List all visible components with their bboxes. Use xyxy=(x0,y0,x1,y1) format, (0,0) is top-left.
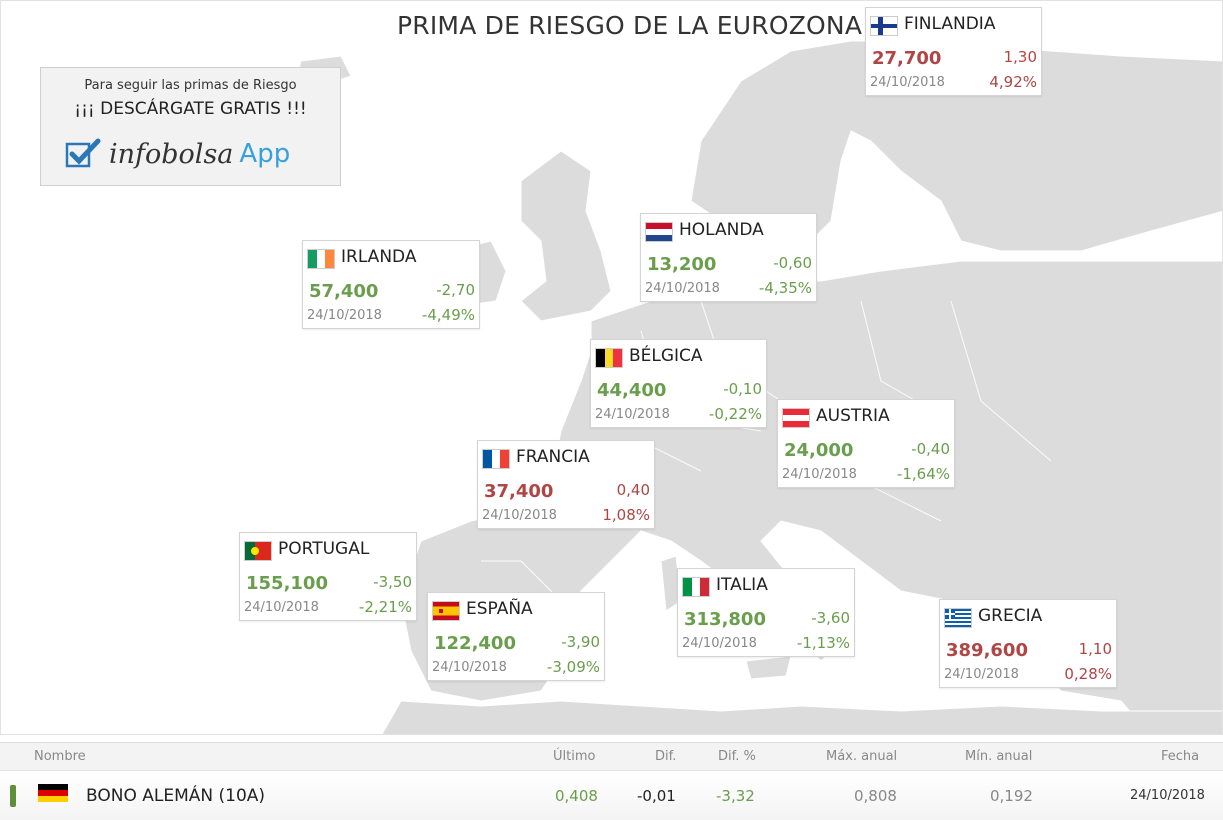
country-date: 24/10/2018 xyxy=(482,508,557,523)
country-change-pct: -4,35% xyxy=(758,279,812,297)
country-card-espana[interactable]: ESPAÑA 122,400 -3,90 24/10/2018 -3,09% xyxy=(427,592,605,681)
bund-table: Nombre Último Dif. Dif. % Máx. anual Mín… xyxy=(0,742,1223,820)
country-change-pct: -1,13% xyxy=(796,634,850,652)
country-date: 24/10/2018 xyxy=(944,667,1019,682)
header-dif-pct[interactable]: Dif. % xyxy=(718,749,756,764)
eurozone-map: PRIMA DE RIESGO DE LA EUROZONA Para segu… xyxy=(0,0,1223,735)
country-card-francia[interactable]: FRANCIA 37,400 0,40 24/10/2018 1,08% xyxy=(477,440,655,529)
greece-flag-icon xyxy=(944,608,972,628)
country-value: 24,000 xyxy=(784,440,854,461)
belgium-flag-icon xyxy=(595,348,623,368)
finland-flag-icon xyxy=(870,16,898,36)
country-name: ESPAÑA xyxy=(466,599,533,619)
spain-flag-icon xyxy=(432,601,460,621)
row-max-anual: 0,808 xyxy=(854,787,897,805)
country-value: 122,400 xyxy=(434,633,516,654)
country-date: 24/10/2018 xyxy=(432,660,507,675)
country-card-portugal[interactable]: PORTUGAL 155,100 -3,50 24/10/2018 -2,21% xyxy=(239,532,417,621)
country-date: 24/10/2018 xyxy=(870,75,945,90)
country-change: -2,70 xyxy=(436,281,475,299)
country-change-pct: 0,28% xyxy=(1064,665,1112,683)
country-name: PORTUGAL xyxy=(278,539,370,559)
row-fecha: 24/10/2018 xyxy=(1130,788,1205,803)
country-name: HOLANDA xyxy=(679,220,764,240)
ireland-flag-icon xyxy=(307,249,335,269)
country-card-belgica[interactable]: BÉLGICA 44,400 -0,10 24/10/2018 -0,22% xyxy=(590,339,767,428)
country-card-irlanda[interactable]: IRLANDA 57,400 -2,70 24/10/2018 -4,49% xyxy=(302,240,480,329)
table-header: Nombre Último Dif. Dif. % Máx. anual Mín… xyxy=(0,742,1223,771)
country-change: -3,50 xyxy=(373,573,412,591)
header-fecha[interactable]: Fecha xyxy=(1161,749,1200,764)
country-card-finlandia[interactable]: FINLANDIA 27,700 1,30 24/10/2018 4,92% xyxy=(865,7,1042,96)
row-trend-marker xyxy=(10,785,16,807)
germany-flag-icon xyxy=(38,784,68,806)
country-name: AUSTRIA xyxy=(816,406,890,426)
country-value: 37,400 xyxy=(484,481,554,502)
country-name: FINLANDIA xyxy=(904,14,996,34)
country-change: 1,30 xyxy=(1003,48,1037,66)
logo-brand-text: infobolsa xyxy=(109,138,234,170)
logo-app-text: App xyxy=(239,139,291,169)
header-nombre[interactable]: Nombre xyxy=(34,749,86,764)
row-nombre[interactable]: BONO ALEMÁN (10A) xyxy=(86,786,266,806)
country-change-pct: -2,21% xyxy=(358,598,412,616)
country-value: 57,400 xyxy=(309,281,379,302)
country-date: 24/10/2018 xyxy=(682,636,757,651)
checkbox-check-icon xyxy=(65,138,101,168)
row-ultimo: 0,408 xyxy=(555,787,598,805)
header-dif[interactable]: Dif. xyxy=(655,749,677,764)
page-title: PRIMA DE RIESGO DE LA EUROZONA xyxy=(397,11,863,40)
infobolsa-logo: infobolsa App xyxy=(65,138,290,170)
country-change-pct: -0,22% xyxy=(708,405,762,423)
country-date: 24/10/2018 xyxy=(782,467,857,482)
country-change: -0,60 xyxy=(773,254,812,272)
country-name: ITALIA xyxy=(716,575,768,595)
country-value: 313,800 xyxy=(684,609,766,630)
country-change: -3,60 xyxy=(811,609,850,627)
austria-flag-icon xyxy=(782,408,810,428)
country-name: GRECIA xyxy=(978,606,1043,626)
app-download-banner[interactable]: Para seguir las primas de Riesgo ¡¡¡ DES… xyxy=(40,67,341,186)
france-flag-icon xyxy=(482,449,510,469)
country-date: 24/10/2018 xyxy=(645,281,720,296)
country-change: -0,10 xyxy=(723,380,762,398)
country-change: -0,40 xyxy=(911,440,950,458)
country-value: 155,100 xyxy=(246,573,328,594)
promo-headline: ¡¡¡ DESCÁRGATE GRATIS !!! xyxy=(74,99,307,119)
country-card-italia[interactable]: ITALIA 313,800 -3,60 24/10/2018 -1,13% xyxy=(677,568,855,657)
header-max-anual[interactable]: Máx. anual xyxy=(826,749,898,764)
country-card-austria[interactable]: AUSTRIA 24,000 -0,40 24/10/2018 -1,64% xyxy=(777,399,955,488)
country-change-pct: 1,08% xyxy=(602,506,650,524)
country-card-grecia[interactable]: GRECIA 389,600 1,10 24/10/2018 0,28% xyxy=(939,599,1117,688)
country-date: 24/10/2018 xyxy=(307,308,382,323)
country-card-holanda[interactable]: HOLANDA 13,200 -0,60 24/10/2018 -4,35% xyxy=(640,213,817,302)
country-value: 44,400 xyxy=(597,380,667,401)
country-name: FRANCIA xyxy=(516,447,590,467)
country-change-pct: -4,49% xyxy=(421,306,475,324)
header-ultimo[interactable]: Último xyxy=(553,749,596,764)
country-date: 24/10/2018 xyxy=(244,600,319,615)
italy-flag-icon xyxy=(682,577,710,597)
header-min-anual[interactable]: Mín. anual xyxy=(965,749,1033,764)
country-change: 1,10 xyxy=(1078,640,1112,658)
country-value: 13,200 xyxy=(647,254,717,275)
country-name: IRLANDA xyxy=(341,247,417,267)
row-min-anual: 0,192 xyxy=(990,787,1033,805)
portugal-flag-icon xyxy=(244,541,272,561)
row-dif: -0,01 xyxy=(637,787,676,805)
table-row[interactable]: BONO ALEMÁN (10A) 0,408 -0,01 -3,32 0,80… xyxy=(0,770,1223,820)
country-change-pct: -3,09% xyxy=(546,658,600,676)
country-change: -3,90 xyxy=(561,633,600,651)
promo-subtitle: Para seguir las primas de Riesgo xyxy=(84,78,297,93)
row-dif-pct: -3,32 xyxy=(716,787,755,805)
country-date: 24/10/2018 xyxy=(595,407,670,422)
country-value: 27,700 xyxy=(872,48,942,69)
country-change-pct: 4,92% xyxy=(989,73,1037,91)
country-name: BÉLGICA xyxy=(629,346,703,366)
country-change: 0,40 xyxy=(616,481,650,499)
country-value: 389,600 xyxy=(946,640,1028,661)
netherlands-flag-icon xyxy=(645,222,673,242)
country-change-pct: -1,64% xyxy=(896,465,950,483)
